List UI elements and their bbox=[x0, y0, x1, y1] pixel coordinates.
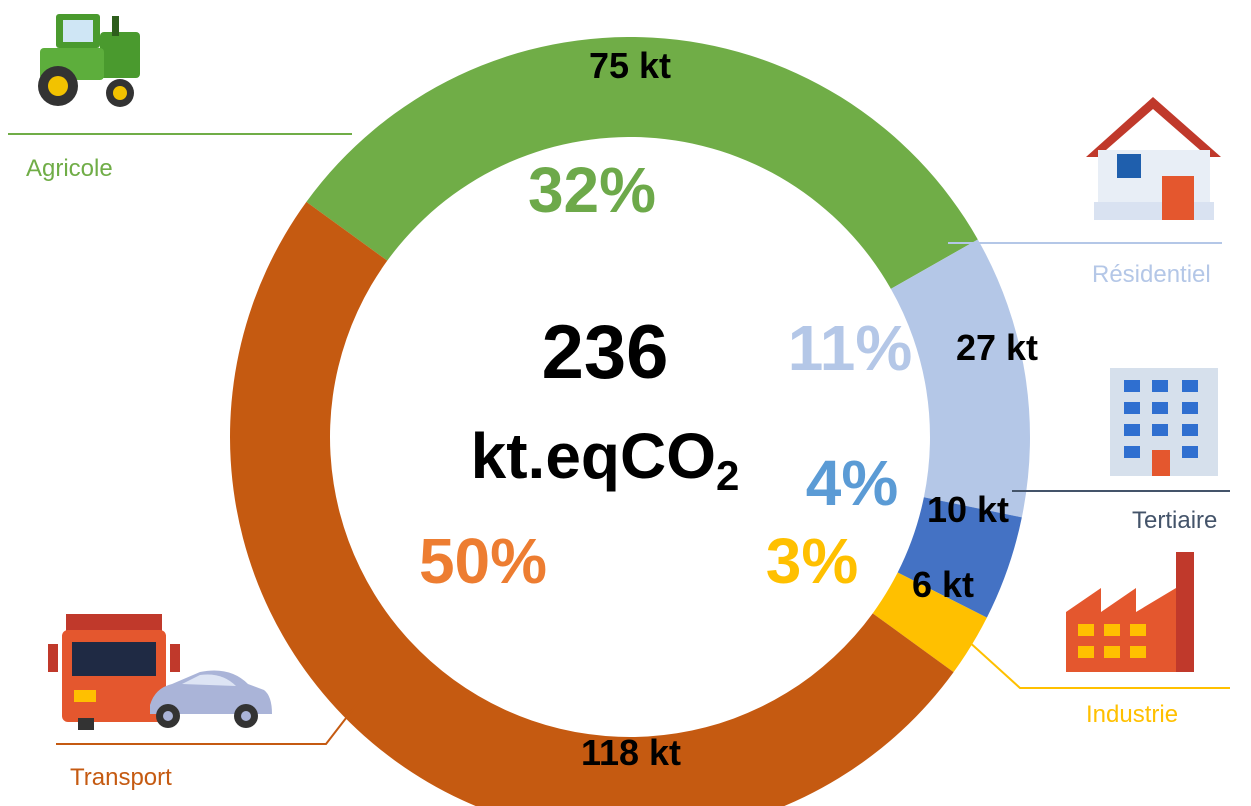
house-icon bbox=[1086, 97, 1221, 220]
factory-icon bbox=[1066, 552, 1194, 672]
donut-slice-residentiel bbox=[890, 239, 1030, 518]
tractor-icon bbox=[38, 14, 140, 107]
center-unit-subscript: 2 bbox=[716, 452, 739, 499]
category-label-residentiel: Résidentiel bbox=[1092, 261, 1211, 288]
donut-slice-industrie bbox=[872, 572, 987, 673]
category-label-agricole: Agricole bbox=[26, 155, 113, 182]
truck-and-car-icon bbox=[48, 614, 272, 730]
center-unit-main: kt.eqCO bbox=[471, 420, 716, 492]
category-label-industrie: Industrie bbox=[1086, 701, 1178, 728]
percent-label-residentiel: 11% bbox=[788, 312, 913, 384]
value-label-transport: 118 kt bbox=[581, 732, 681, 773]
donut-slice-transport bbox=[230, 201, 954, 806]
center-total-unit: kt.eqCO2 bbox=[471, 420, 740, 499]
value-label-tertiaire: 10 kt bbox=[927, 489, 1009, 530]
percent-label-tertiaire: 4% bbox=[806, 447, 899, 519]
donut-slice-agricole bbox=[306, 36, 978, 289]
value-label-industrie: 6 kt bbox=[912, 564, 974, 605]
donut-slice-tertiaire bbox=[897, 497, 1022, 618]
donut-slices bbox=[230, 36, 1030, 806]
leader-line-transport bbox=[56, 699, 361, 745]
center-total-value: 236 bbox=[542, 310, 669, 395]
percent-label-industrie: 3% bbox=[766, 525, 859, 597]
value-label-residentiel: 27 kt bbox=[956, 327, 1038, 368]
value-label-agricole: 75 kt bbox=[589, 45, 671, 86]
leader-lines bbox=[8, 133, 1230, 745]
percent-label-transport: 50% bbox=[419, 525, 547, 597]
category-label-tertiaire: Tertiaire bbox=[1132, 507, 1217, 534]
leader-line-industrie bbox=[955, 629, 1230, 689]
office-building-icon bbox=[1110, 368, 1218, 476]
percent-label-agricole: 32% bbox=[528, 154, 656, 226]
category-label-transport: Transport bbox=[70, 764, 172, 791]
